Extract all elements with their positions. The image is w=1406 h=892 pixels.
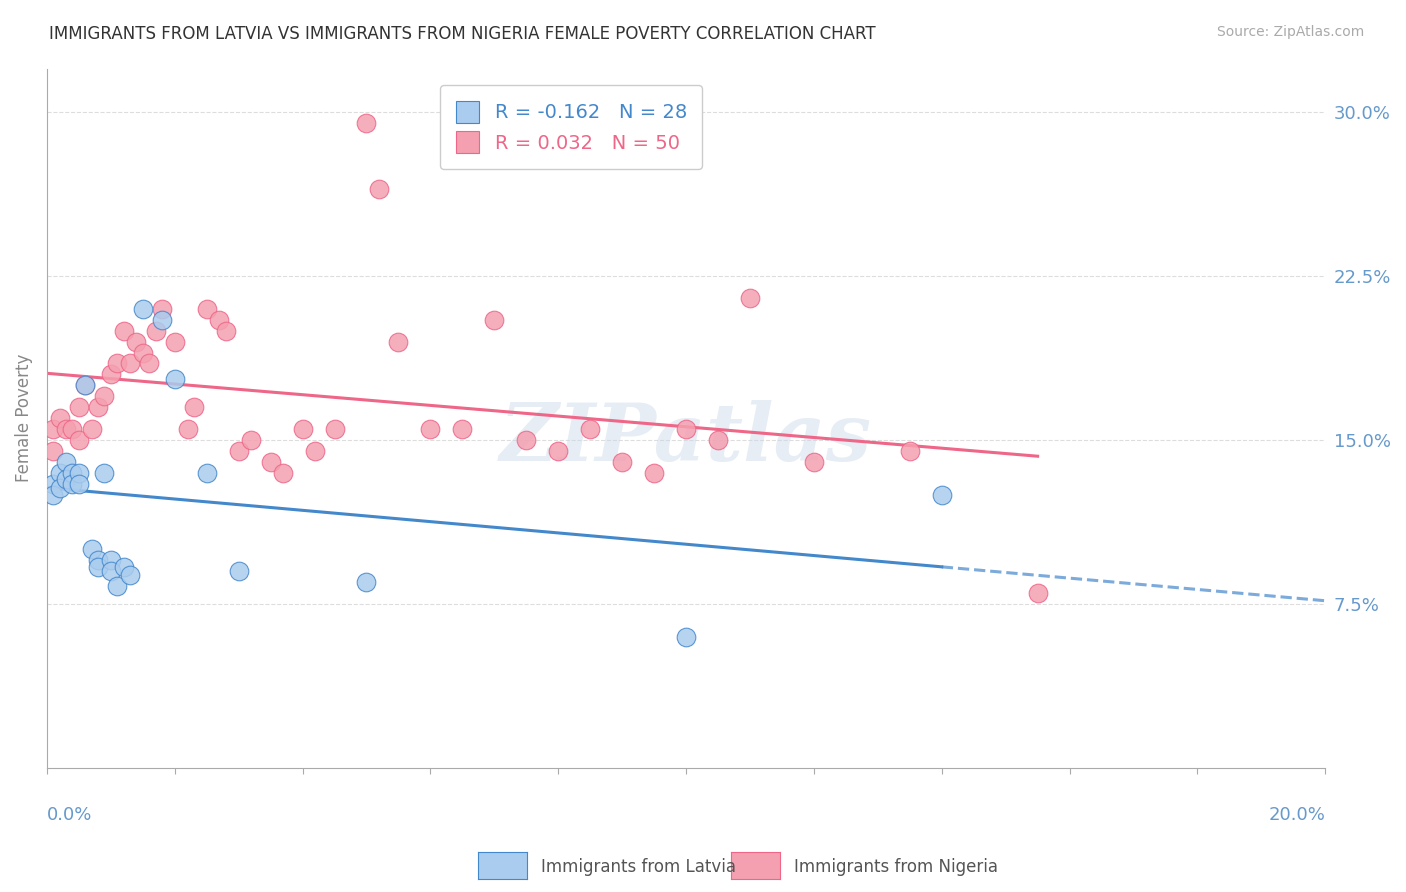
Text: Immigrants from Latvia: Immigrants from Latvia: [541, 858, 737, 876]
Point: [87, 553, 110, 567]
Point: [675, 422, 697, 436]
Point: [368, 182, 391, 196]
Point: [612, 455, 634, 469]
Point: [675, 630, 697, 644]
Point: [138, 356, 160, 370]
Text: Source: ZipAtlas.com: Source: ZipAtlas.com: [1216, 25, 1364, 39]
Text: Immigrants from Nigeria: Immigrants from Nigeria: [794, 858, 998, 876]
Point: [100, 368, 122, 382]
Text: 20.0%: 20.0%: [1268, 806, 1326, 824]
Point: [484, 313, 506, 327]
Point: [707, 433, 730, 447]
Point: [62, 466, 84, 480]
Point: [150, 301, 173, 316]
Point: [150, 313, 173, 327]
Point: [176, 422, 198, 436]
Point: [898, 443, 921, 458]
Point: [105, 356, 128, 370]
Point: [87, 400, 110, 414]
Point: [105, 579, 128, 593]
Point: [1026, 586, 1049, 600]
Point: [145, 324, 167, 338]
Point: [132, 345, 155, 359]
Point: [48, 411, 70, 425]
Point: [273, 466, 295, 480]
Point: [100, 564, 122, 578]
Point: [55, 472, 77, 486]
Point: [42, 487, 65, 501]
Point: [228, 564, 250, 578]
Point: [419, 422, 441, 436]
Point: [67, 466, 90, 480]
Point: [291, 422, 314, 436]
Point: [515, 433, 537, 447]
Point: [55, 422, 77, 436]
Point: [118, 356, 141, 370]
Point: [451, 422, 474, 436]
Text: IMMIGRANTS FROM LATVIA VS IMMIGRANTS FROM NIGERIA FEMALE POVERTY CORRELATION CHA: IMMIGRANTS FROM LATVIA VS IMMIGRANTS FRO…: [49, 25, 876, 43]
Point: [118, 568, 141, 582]
Point: [67, 400, 90, 414]
Point: [132, 301, 155, 316]
Point: [42, 422, 65, 436]
Point: [93, 389, 115, 403]
Text: 0.0%: 0.0%: [46, 806, 93, 824]
Point: [228, 443, 250, 458]
Point: [67, 433, 90, 447]
Point: [80, 542, 103, 557]
Point: [579, 422, 602, 436]
Point: [42, 476, 65, 491]
Point: [112, 324, 135, 338]
Point: [304, 443, 326, 458]
Point: [356, 574, 378, 589]
Point: [547, 443, 569, 458]
Point: [387, 334, 409, 349]
Point: [48, 481, 70, 495]
Point: [195, 466, 218, 480]
Text: ZIPatlas: ZIPatlas: [501, 401, 872, 478]
Y-axis label: Female Poverty: Female Poverty: [15, 354, 32, 483]
Point: [75, 378, 97, 392]
Point: [259, 455, 281, 469]
Point: [125, 334, 148, 349]
Point: [643, 466, 665, 480]
Point: [75, 378, 97, 392]
Point: [738, 291, 761, 305]
Point: [55, 455, 77, 469]
Legend: R = -0.162   N = 28, R = 0.032   N = 50: R = -0.162 N = 28, R = 0.032 N = 50: [440, 86, 703, 169]
Point: [62, 476, 84, 491]
Point: [62, 422, 84, 436]
Point: [93, 466, 115, 480]
Point: [112, 559, 135, 574]
Point: [80, 422, 103, 436]
Point: [163, 334, 186, 349]
Point: [215, 324, 238, 338]
Point: [48, 466, 70, 480]
Point: [356, 116, 378, 130]
Point: [67, 476, 90, 491]
Point: [42, 443, 65, 458]
Point: [195, 301, 218, 316]
Point: [208, 313, 231, 327]
Point: [931, 487, 953, 501]
Point: [803, 455, 825, 469]
Point: [163, 372, 186, 386]
Point: [87, 559, 110, 574]
Point: [240, 433, 263, 447]
Point: [323, 422, 346, 436]
Point: [183, 400, 205, 414]
Point: [100, 553, 122, 567]
